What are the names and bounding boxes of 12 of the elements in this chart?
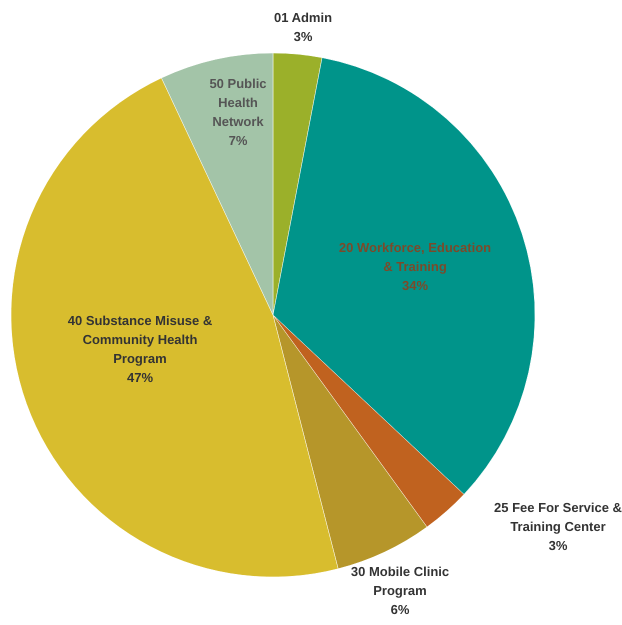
slice-label: 01 Admin bbox=[274, 10, 332, 25]
data-label: 7% bbox=[228, 133, 248, 148]
slice-label: 25 Fee For Service & Training Center bbox=[494, 500, 622, 534]
data-label: 3% bbox=[294, 29, 313, 44]
slice-label: 50 Public Health Network bbox=[209, 76, 267, 129]
data-label: 34% bbox=[402, 278, 428, 293]
data-label: 3% bbox=[548, 538, 568, 553]
slice-label: 20 Workforce, Education & Training bbox=[338, 240, 492, 274]
data-label: 6% bbox=[390, 602, 410, 617]
slice-label: 40 Substance Misuse & Community Health Program bbox=[68, 313, 212, 366]
slice-label: 30 Mobile Clinic Program bbox=[350, 564, 450, 598]
data-label: 47% bbox=[126, 370, 154, 385]
